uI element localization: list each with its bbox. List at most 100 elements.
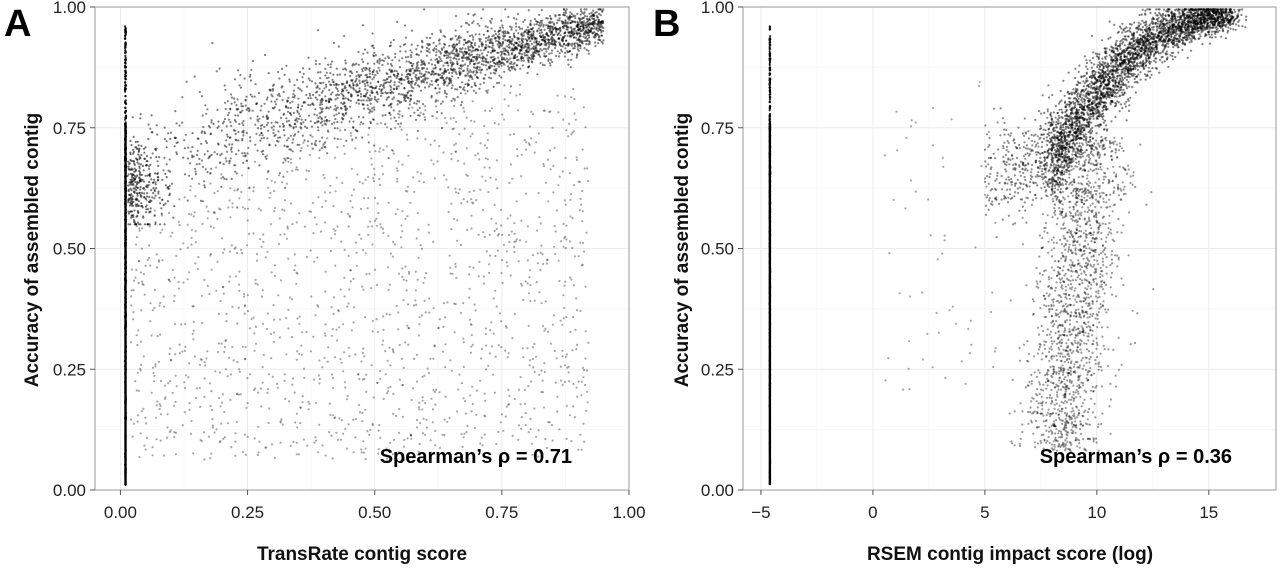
data-point <box>154 221 157 224</box>
data-point <box>306 144 309 147</box>
data-point <box>466 82 469 85</box>
data-point <box>295 441 298 444</box>
data-point <box>537 191 540 195</box>
data-point <box>479 142 482 145</box>
data-point <box>365 373 368 376</box>
data-point <box>127 173 130 176</box>
data-point <box>531 53 535 56</box>
data-point <box>408 100 412 103</box>
data-point <box>461 64 465 67</box>
data-point <box>507 59 510 62</box>
data-point <box>497 123 500 126</box>
data-point <box>454 71 457 74</box>
data-point <box>349 280 352 283</box>
data-point <box>554 26 557 29</box>
data-point <box>466 64 470 67</box>
data-point <box>135 225 138 228</box>
data-point <box>136 420 139 423</box>
data-point <box>460 67 463 70</box>
data-point <box>472 59 475 63</box>
data-point <box>443 81 446 84</box>
data-point <box>302 72 305 75</box>
data-point <box>482 33 485 36</box>
data-point <box>458 35 461 38</box>
data-point <box>466 30 469 33</box>
data-point <box>444 395 447 398</box>
data-point <box>523 18 526 21</box>
data-point <box>386 126 389 129</box>
data-point <box>273 340 276 343</box>
data-point <box>230 244 233 247</box>
data-point <box>465 431 468 434</box>
data-point <box>132 148 135 151</box>
data-point <box>287 157 290 160</box>
data-point <box>369 76 372 79</box>
data-point <box>368 97 371 100</box>
data-point <box>570 58 573 62</box>
data-point <box>522 356 525 359</box>
data-point <box>230 124 233 127</box>
data-point <box>506 217 509 220</box>
data-point <box>135 147 138 150</box>
data-point <box>418 406 421 409</box>
data-point <box>167 278 170 281</box>
data-point <box>138 155 141 158</box>
data-point <box>472 49 475 52</box>
data-point <box>522 20 525 23</box>
data-point <box>178 223 181 227</box>
data-point <box>370 287 373 290</box>
data-point <box>493 203 496 206</box>
data-point <box>420 81 423 84</box>
data-point <box>499 208 503 211</box>
data-point <box>139 223 142 226</box>
data-point <box>258 164 261 167</box>
data-point <box>423 8 426 11</box>
data-point <box>238 370 241 373</box>
data-point <box>195 154 199 157</box>
data-point <box>295 221 298 224</box>
panel-a: A 0.00 0.25 0.50 0.75 1.000.000.250.500.751.… <box>4 0 646 565</box>
data-point <box>138 227 141 230</box>
data-point <box>466 424 469 428</box>
data-point <box>194 195 197 198</box>
data-point <box>309 103 312 107</box>
data-point <box>550 42 553 46</box>
data-point <box>273 331 276 334</box>
data-point <box>138 229 141 232</box>
data-point <box>530 60 534 63</box>
data-point <box>389 91 392 94</box>
data-point <box>270 121 273 124</box>
data-point <box>342 432 345 435</box>
data-point <box>134 276 137 279</box>
data-point <box>323 356 326 359</box>
data-point <box>538 31 541 35</box>
data-point <box>237 107 240 110</box>
data-point <box>193 167 197 170</box>
data-point <box>581 40 584 43</box>
data-point <box>400 357 404 360</box>
data-point <box>471 100 474 103</box>
data-point <box>490 40 493 43</box>
data-point <box>420 314 424 317</box>
data-point <box>428 51 431 54</box>
data-point <box>432 163 435 166</box>
data-point <box>265 446 268 449</box>
data-point <box>525 141 528 144</box>
data-point <box>364 252 367 255</box>
data-point <box>453 143 456 146</box>
data-point <box>326 137 329 140</box>
data-point <box>278 217 281 220</box>
data-point <box>131 179 134 182</box>
data-point <box>283 373 286 376</box>
data-point <box>253 332 256 335</box>
data-point <box>329 106 332 109</box>
data-point <box>543 370 546 373</box>
data-point <box>425 54 428 57</box>
data-point <box>504 415 507 418</box>
data-point <box>311 93 315 96</box>
data-point <box>225 125 228 128</box>
data-point <box>580 448 583 451</box>
data-point <box>464 83 467 86</box>
data-point <box>157 178 160 182</box>
data-point <box>460 433 463 436</box>
